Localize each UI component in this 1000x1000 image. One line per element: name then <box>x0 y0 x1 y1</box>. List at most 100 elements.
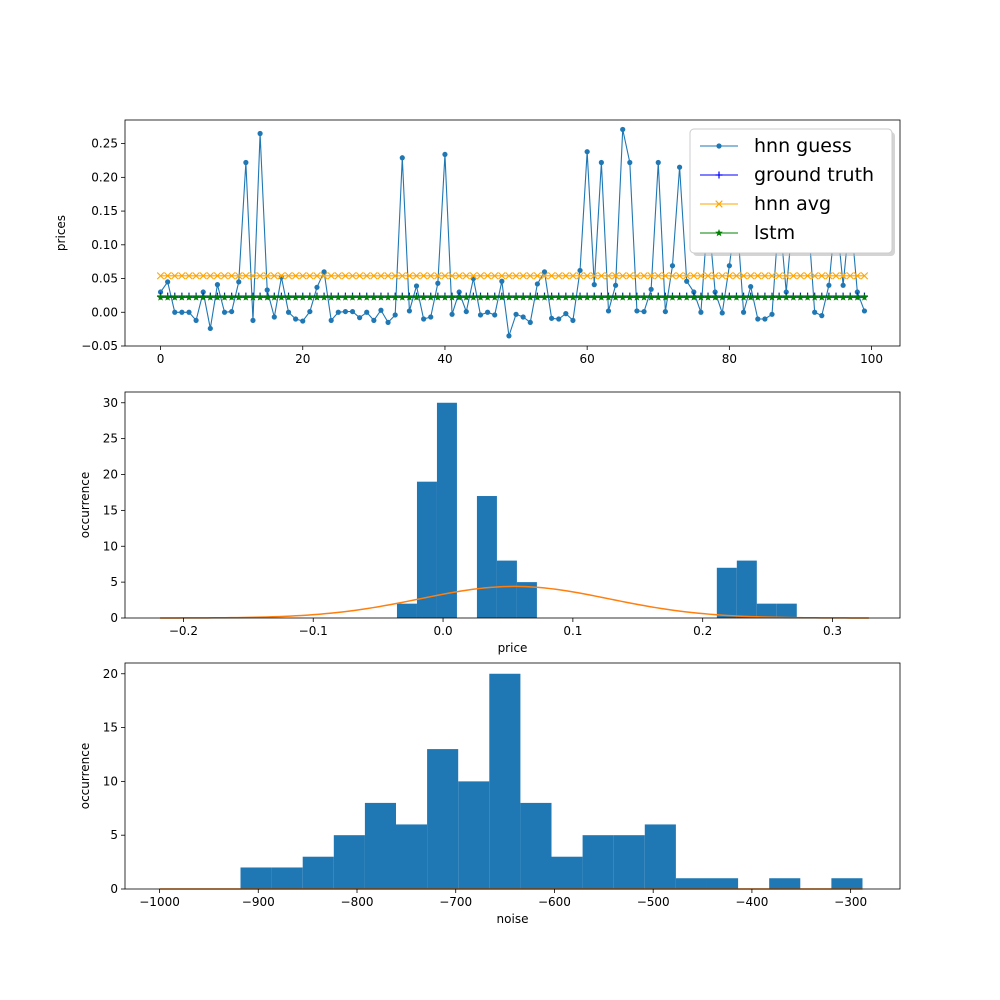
data-point <box>377 293 385 301</box>
data-point <box>357 315 363 321</box>
legend-marker <box>715 229 723 237</box>
data-point <box>398 293 407 301</box>
data-point <box>570 317 576 323</box>
price-histogram: −0.2 −0.1 0.0 0.1 0.2 0.3 0 5 10 15 20 25 30 price occ… <box>78 391 901 655</box>
plot-area <box>156 126 869 339</box>
data-point <box>782 272 790 280</box>
data-point <box>726 263 732 269</box>
data-point <box>711 272 719 280</box>
data-point <box>675 272 684 280</box>
data-point <box>590 293 599 301</box>
histogram-bar <box>644 824 676 889</box>
data-point <box>810 293 819 301</box>
data-point <box>185 272 193 280</box>
data-point <box>341 293 350 301</box>
data-point <box>540 293 549 301</box>
data-point <box>392 312 398 318</box>
data-point <box>569 272 577 280</box>
data-point <box>391 293 399 301</box>
data-point <box>370 293 378 301</box>
x-tick-label: −700 <box>439 895 472 909</box>
data-point <box>748 284 754 290</box>
data-point <box>627 159 633 166</box>
y-tick-label: −0.05 <box>81 339 118 353</box>
data-point <box>711 293 719 301</box>
data-point <box>775 272 783 280</box>
fit-curve <box>160 585 869 619</box>
data-point <box>355 272 364 280</box>
x-tick-label: −0.1 <box>299 624 328 638</box>
data-point <box>242 293 250 301</box>
data-point <box>299 272 307 280</box>
data-point <box>476 272 485 280</box>
x-tick-label: 40 <box>437 352 452 366</box>
data-point <box>698 309 704 315</box>
data-point <box>783 289 789 295</box>
data-point <box>803 293 812 301</box>
data-point <box>725 293 734 301</box>
data-point <box>626 293 634 301</box>
data-point <box>768 293 776 301</box>
y-tick-label: 0 <box>110 611 118 625</box>
data-point <box>435 280 441 286</box>
data-point <box>413 283 420 289</box>
data-point <box>256 272 264 280</box>
histogram-bar <box>776 603 797 618</box>
y-tick-label: 0.00 <box>91 305 118 319</box>
legend-box <box>689 128 893 254</box>
data-point <box>469 293 478 301</box>
data-point <box>739 293 748 301</box>
y-tick-label: 10 <box>103 539 118 553</box>
data-point <box>690 272 698 280</box>
y-tick-label: 15 <box>103 721 118 735</box>
histogram-bar <box>516 582 537 618</box>
data-point <box>277 272 286 280</box>
data-point <box>576 293 584 301</box>
data-point <box>668 293 677 301</box>
y-tick-label: 0.05 <box>91 272 118 286</box>
data-point <box>753 293 762 301</box>
data-point <box>647 272 655 280</box>
data-point <box>704 293 712 301</box>
data-point <box>840 282 846 288</box>
data-point <box>533 293 542 301</box>
data-point <box>512 272 520 280</box>
data-point <box>165 279 171 285</box>
data-point <box>476 293 485 301</box>
data-point <box>640 272 648 280</box>
data-point <box>469 272 478 280</box>
data-point <box>719 310 725 316</box>
x-tick-label: 0.0 <box>434 624 453 638</box>
data-point <box>691 289 697 295</box>
data-point <box>533 272 542 280</box>
data-point <box>597 293 606 301</box>
x-axis-label: noise <box>497 912 529 926</box>
data-point <box>725 272 734 280</box>
data-point <box>270 293 279 301</box>
data-point <box>762 316 768 322</box>
data-point <box>398 272 406 280</box>
legend-marker <box>716 143 722 149</box>
data-point <box>186 309 192 315</box>
data-point <box>156 293 165 301</box>
data-point <box>328 317 334 323</box>
data-point <box>775 293 783 301</box>
data-point <box>341 272 350 280</box>
data-point <box>690 293 698 301</box>
x-tick-label: −1000 <box>139 895 180 909</box>
data-point <box>618 293 627 301</box>
data-point <box>697 272 705 280</box>
data-point <box>697 293 705 301</box>
data-point <box>391 272 399 280</box>
noise-histogram: −1000 −900 −800 −700 −600 −500 −400 −300 0 5 10 15 2… <box>78 662 901 926</box>
data-point <box>264 287 270 293</box>
data-point <box>199 272 207 280</box>
data-point <box>192 293 200 301</box>
y-tick-label: 5 <box>110 828 118 842</box>
data-point <box>554 293 563 301</box>
data-point <box>178 293 186 301</box>
data-point <box>712 289 718 295</box>
histogram-bar <box>396 824 428 889</box>
data-point <box>334 293 343 301</box>
data-point <box>654 293 663 301</box>
